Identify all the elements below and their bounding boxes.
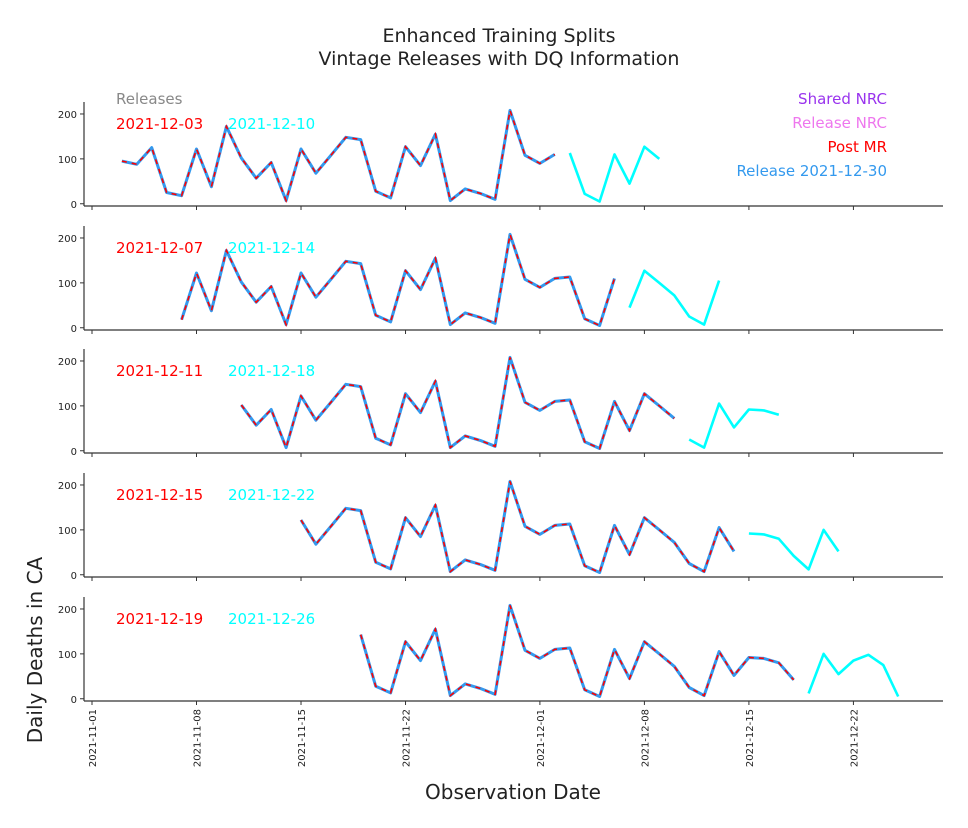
x-tick-label: 2021-12-08	[640, 709, 651, 767]
history-line	[359, 603, 795, 698]
y-tick-label: 200	[58, 481, 77, 492]
y-tick-label: 200	[58, 357, 77, 368]
test-release-label: 2021-12-14	[228, 239, 315, 257]
x-tick-label: 2021-12-22	[849, 709, 860, 767]
test-release-label: 2021-12-10	[228, 115, 315, 133]
y-tick-label: 200	[58, 110, 77, 121]
history-line	[299, 479, 736, 574]
y-tick-label: 100	[58, 526, 77, 537]
post-mr-dashed-line	[300, 481, 735, 574]
y-tick-label: 200	[58, 234, 77, 245]
post-mr-dashed-line	[121, 110, 556, 204]
x-tick-label: 2021-12-01	[536, 709, 547, 767]
target-line	[628, 269, 721, 326]
panel-1: 0 100 200 2021-12-03 2021-12-10 Releases Share…	[58, 90, 943, 211]
x-tick-label: 2021-12-15	[745, 709, 756, 767]
train-release-label: 2021-12-19	[116, 610, 203, 628]
panel-3: 0 100 200 2021-12-11 2021-12-18	[58, 349, 943, 458]
post-mr-dashed-line	[240, 357, 675, 451]
train-release-label: 2021-12-07	[116, 239, 203, 257]
train-release-label: 2021-12-15	[116, 486, 203, 504]
target-line	[688, 402, 780, 449]
y-tick-label: 100	[58, 650, 77, 661]
legend-entry: Release NRC	[792, 114, 887, 132]
legend-entry: Shared NRC	[798, 90, 887, 108]
y-tick-label: 0	[71, 324, 77, 335]
panel-2: 0 100 200 2021-12-07 2021-12-14	[58, 226, 943, 335]
test-release-label: 2021-12-22	[228, 486, 315, 504]
y-tick-label: 100	[58, 155, 77, 166]
y-tick-label: 200	[58, 605, 77, 616]
train-release-label: 2021-12-03	[116, 115, 203, 133]
target-line	[807, 652, 900, 698]
legend-title: Releases	[116, 90, 183, 108]
x-tick-label: 2021-11-01	[88, 709, 99, 767]
panels: 0 100 200 2021-12-03 2021-12-10 Releases Share…	[58, 90, 943, 706]
y-axis-label: Daily Deaths in CA	[23, 556, 47, 743]
test-release-label: 2021-12-18	[228, 362, 315, 380]
x-tick-label: 2021-11-15	[297, 709, 308, 767]
target-line	[568, 145, 661, 203]
y-tick-label: 100	[58, 402, 77, 413]
x-tick-label: 2021-11-22	[402, 709, 413, 767]
y-tick-label: 0	[71, 571, 77, 582]
y-tick-label: 0	[71, 200, 77, 211]
post-mr-dashed-line	[359, 605, 795, 698]
legend-entry: Release 2021-12-30	[736, 162, 887, 180]
target-line	[748, 528, 840, 571]
chart-title: Enhanced Training Splits	[382, 25, 615, 47]
x-axis: 2021-11-01 2021-11-08 2021-11-15 2021-11-22…	[88, 709, 860, 767]
post-mr-dashed-line	[180, 234, 616, 328]
test-release-label: 2021-12-26	[228, 610, 315, 628]
legend-entry: Post MR	[827, 138, 887, 156]
x-axis-label: Observation Date	[425, 780, 601, 804]
y-tick-label: 100	[58, 279, 77, 290]
train-release-label: 2021-12-11	[116, 362, 203, 380]
panel-5: 0 100 200 2021-12-19 2021-12-26	[58, 597, 943, 706]
chart-subtitle: Vintage Releases with DQ Information	[319, 48, 680, 70]
y-tick-label: 0	[71, 447, 77, 458]
y-tick-label: 0	[71, 695, 77, 706]
panel-4: 0 100 200 2021-12-15 2021-12-22	[58, 473, 943, 582]
x-tick-label: 2021-11-08	[193, 709, 204, 767]
